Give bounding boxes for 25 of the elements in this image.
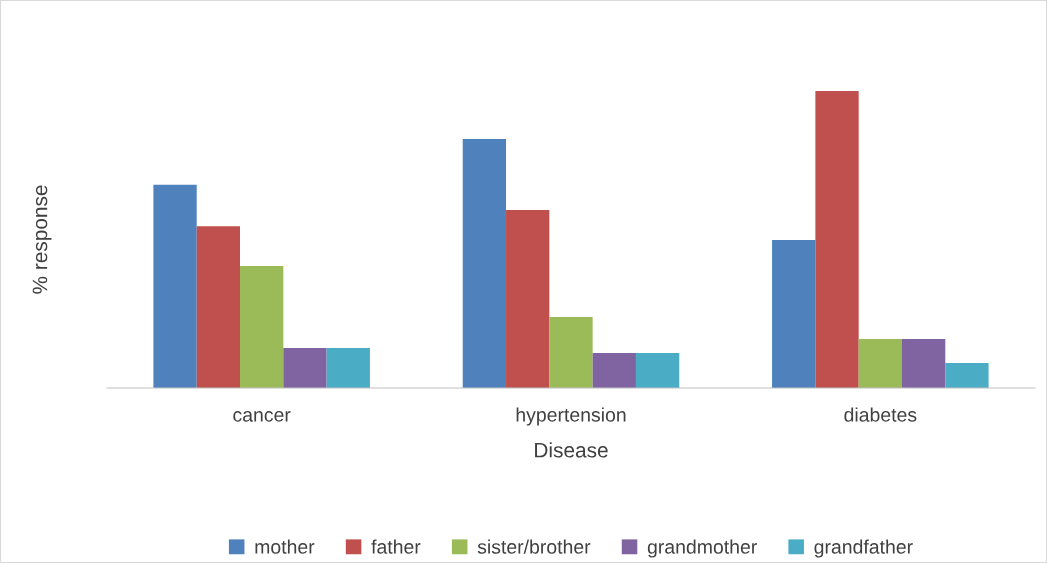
bar (635, 352, 680, 388)
bar (772, 240, 816, 388)
bar (283, 347, 327, 388)
bar (462, 139, 507, 388)
legend-label: sister/brother (477, 539, 591, 554)
x-tick-label: cancer (233, 411, 291, 422)
y-axis-title: % response (32, 185, 52, 294)
bar (326, 347, 370, 388)
bar (196, 226, 241, 388)
x-tick-label: hypertension (516, 407, 626, 426)
x-axis-title: Disease (535, 442, 608, 458)
bar (592, 352, 636, 388)
bar (815, 91, 859, 388)
x-tick-label: diabetes (844, 407, 917, 422)
bar (858, 339, 902, 388)
legend-label: grandfather (814, 539, 913, 558)
legend-label: father (371, 539, 421, 554)
bar (901, 339, 946, 388)
legend-label: grandmother (647, 539, 757, 558)
bar (506, 210, 550, 388)
bar (240, 265, 284, 388)
legend-label: mother (255, 539, 315, 554)
bar (153, 184, 197, 388)
bar (549, 317, 593, 388)
bar (945, 363, 989, 388)
